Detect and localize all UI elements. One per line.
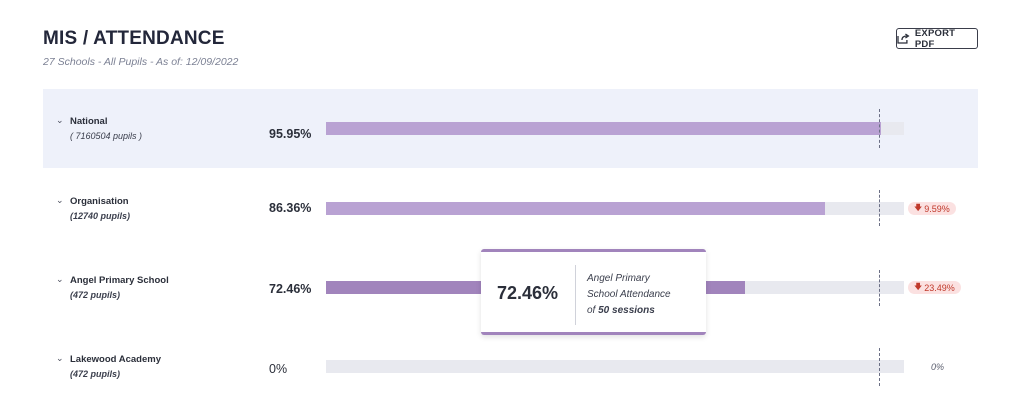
export-pdf-label: EXPORT PDF — [914, 27, 956, 50]
delta-value: 9.59% — [924, 203, 950, 214]
row-pupils: ( 7160504 pupils ) — [70, 131, 143, 141]
national-marker-line — [879, 109, 880, 148]
export-pdf-button[interactable]: EXPORT PDF — [896, 27, 978, 50]
tooltip-line-1: Angel Primary — [587, 273, 650, 284]
tooltip-sessions: 50 sessions — [598, 305, 655, 316]
share-export-icon — [897, 33, 910, 44]
attendance-tooltip: 72.46% Angel Primary School Attendance o… — [481, 249, 706, 335]
row-percent: 0% — [269, 362, 288, 376]
attendance-bar-fill — [326, 202, 826, 215]
row-pupils: (12740 pupils) — [70, 211, 131, 221]
delta-badge: 🡇 9.59% — [908, 202, 956, 215]
arrow-down-icon: 🡇 — [914, 281, 923, 291]
row-pupils: (472 pupils) — [70, 369, 121, 379]
attendance-row-national[interactable]: ⌄ National ( 7160504 pupils ) 95.95% — [43, 89, 978, 168]
chevron-down-icon[interactable]: ⌄ — [56, 274, 64, 284]
tooltip-value: 72.46% — [497, 283, 559, 303]
attendance-row-organisation[interactable]: ⌄ Organisation (12740 pupils) 86.36% 🡇 9… — [43, 190, 978, 230]
chevron-down-icon[interactable]: ⌄ — [56, 353, 64, 363]
delta-value: 23.49% — [924, 282, 955, 293]
row-pupils: (472 pupils) — [70, 290, 121, 300]
chevron-down-icon[interactable]: ⌄ — [56, 115, 64, 125]
tooltip-description: Angel Primary School Attendance of 50 se… — [587, 271, 702, 319]
delta-badge: 🡇 23.49% — [908, 281, 961, 294]
row-percent: 95.95% — [269, 127, 312, 141]
comparison-zero-label: 0% — [931, 362, 945, 372]
row-name: Angel Primary School — [70, 275, 169, 286]
attendance-row-lakewood[interactable]: ⌄ Lakewood Academy (472 pupils) 0% 0% — [43, 348, 978, 388]
page-title: MIS / ATTENDANCE — [43, 28, 225, 49]
national-marker-line — [879, 190, 880, 226]
attendance-bar[interactable] — [326, 202, 904, 215]
attendance-bar-fill — [326, 122, 881, 135]
row-name: Organisation — [70, 196, 129, 207]
national-marker-line — [879, 348, 880, 386]
tooltip-line-2: School Attendance — [587, 289, 671, 300]
row-percent: 86.36% — [269, 201, 312, 215]
tooltip-divider — [575, 265, 576, 325]
attendance-bar[interactable] — [326, 360, 904, 373]
page-subtitle: 27 Schools - All Pupils - As of: 12/09/2… — [43, 56, 239, 68]
row-name: National — [70, 116, 108, 127]
chevron-down-icon[interactable]: ⌄ — [56, 195, 64, 205]
row-name: Lakewood Academy — [70, 354, 161, 365]
national-marker-line — [879, 270, 880, 306]
row-percent: 72.46% — [269, 282, 312, 296]
arrow-down-icon: 🡇 — [914, 202, 923, 212]
tooltip-of: of — [587, 305, 596, 316]
attendance-bar[interactable] — [326, 122, 904, 135]
